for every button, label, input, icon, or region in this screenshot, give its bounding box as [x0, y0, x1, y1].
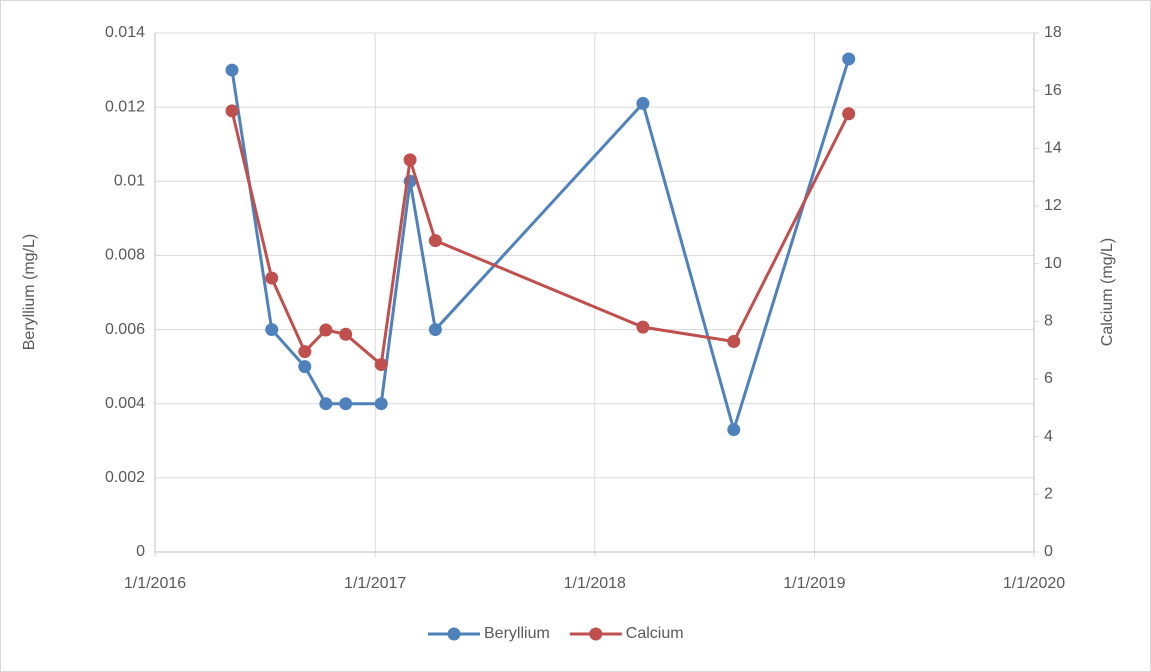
y2-tick-label: 16 [1044, 82, 1062, 99]
point [374, 397, 388, 411]
point [428, 234, 442, 248]
y-tick-label: 0.006 [105, 321, 145, 338]
point [842, 52, 856, 66]
x-tick-label: 1/1/2020 [1003, 575, 1065, 592]
y2-tick-label: 18 [1044, 24, 1062, 41]
y-tick-label: 0.002 [105, 469, 145, 486]
y-tick-label: 0.004 [105, 395, 145, 412]
point [265, 323, 279, 337]
point [636, 320, 650, 334]
y-axis-label: Beryllium (mg/L) [21, 234, 38, 350]
y2-tick-label: 0 [1044, 543, 1053, 560]
y2-tick-label: 12 [1044, 197, 1062, 214]
y2-tick-label: 4 [1044, 428, 1053, 445]
legend-label: Beryllium [484, 625, 550, 642]
y-tick-label: 0 [136, 543, 145, 560]
y-tick-label: 0.01 [114, 173, 145, 190]
point [225, 104, 239, 118]
y2-tick-label: 8 [1044, 313, 1053, 330]
point [298, 345, 312, 359]
y2-tick-label: 2 [1044, 486, 1053, 503]
x-tick-label: 1/1/2017 [344, 575, 406, 592]
point [339, 397, 353, 411]
y-tick-label: 0.008 [105, 247, 145, 264]
point [339, 327, 353, 341]
y-tick-label: 0.012 [105, 98, 145, 115]
legend-label: Calcium [626, 625, 684, 642]
y2-tick-label: 10 [1044, 255, 1062, 272]
point [727, 423, 741, 437]
y2-axis-label: Calcium (mg/L) [1099, 238, 1116, 346]
point [636, 96, 650, 110]
x-tick-label: 1/1/2018 [564, 575, 626, 592]
point [727, 335, 741, 349]
point [298, 360, 312, 374]
legend-marker [589, 627, 603, 641]
y2-tick-label: 14 [1044, 140, 1062, 157]
x-tick-label: 1/1/2016 [124, 575, 186, 592]
x-tick-label: 1/1/2019 [783, 575, 845, 592]
point [374, 358, 388, 372]
point [319, 323, 333, 337]
y-tick-label: 0.014 [105, 24, 145, 41]
point [225, 63, 239, 77]
point [265, 271, 279, 285]
point [842, 107, 856, 121]
y2-tick-label: 6 [1044, 370, 1053, 387]
point [403, 153, 417, 167]
legend-marker [447, 627, 461, 641]
point [428, 323, 442, 337]
point [319, 397, 333, 411]
